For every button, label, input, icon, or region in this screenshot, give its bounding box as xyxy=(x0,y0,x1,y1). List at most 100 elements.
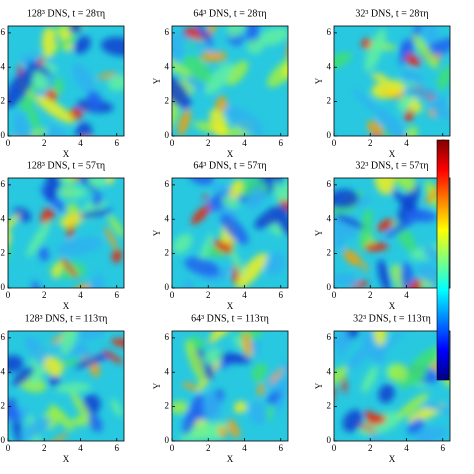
field-blob xyxy=(283,64,288,78)
field-blob xyxy=(356,194,371,208)
field-blob xyxy=(177,33,219,54)
y-axis-label: Y xyxy=(314,382,324,389)
field-blob xyxy=(184,257,221,277)
field-blob xyxy=(245,186,265,211)
x-tick-label: 6 xyxy=(115,443,120,453)
field-blob xyxy=(407,418,425,435)
x-tick-label: 6 xyxy=(279,443,284,453)
field-blob xyxy=(345,331,359,339)
field-blob xyxy=(88,413,103,433)
x-tick-label: 2 xyxy=(42,290,47,300)
field-blob xyxy=(202,194,208,201)
field-blob xyxy=(87,178,108,188)
field-blob xyxy=(210,183,229,194)
x-axis-label: X xyxy=(63,454,70,464)
field-blob xyxy=(57,178,71,183)
field-blob xyxy=(374,178,395,195)
x-tick-label: 4 xyxy=(404,138,409,148)
y-tick-label: 6 xyxy=(165,179,170,189)
field-blobs xyxy=(172,331,288,441)
field-blob xyxy=(224,106,264,136)
field-blob xyxy=(254,201,288,229)
field-blob xyxy=(220,213,249,245)
field-blob xyxy=(229,179,243,200)
field-blob xyxy=(177,109,191,136)
x-axis-label: X xyxy=(227,454,234,464)
field-blob xyxy=(414,400,450,414)
field xyxy=(8,26,124,136)
field-blob xyxy=(397,392,429,419)
field-blob xyxy=(228,137,238,148)
field-blobs xyxy=(8,26,124,136)
field-blob xyxy=(8,355,24,373)
x-tick-label: 4 xyxy=(242,138,247,148)
field-blob xyxy=(377,259,391,288)
y-tick-label: 2 xyxy=(327,401,332,411)
x-axis-label: X xyxy=(389,301,396,311)
field-blob xyxy=(280,199,288,214)
field-blob xyxy=(264,252,286,276)
x-tick-label: 6 xyxy=(279,290,284,300)
x-tick-label: 0 xyxy=(170,138,175,148)
field-blob xyxy=(378,384,395,404)
y-tick-label: 0 xyxy=(165,282,170,292)
y-tick-label: 2 xyxy=(165,401,170,411)
y-tick-label: 0 xyxy=(327,282,332,292)
x-tick-label: 0 xyxy=(332,138,337,148)
field-blob xyxy=(370,331,406,359)
field-blob xyxy=(59,359,80,366)
field-blob xyxy=(342,409,363,433)
field-blob xyxy=(398,371,427,389)
field-blob xyxy=(56,237,103,256)
y-tick-label: 4 xyxy=(165,366,170,376)
y-tick-label: 4 xyxy=(327,366,332,376)
x-tick-label: 2 xyxy=(42,138,47,148)
field xyxy=(8,178,124,288)
field-blob xyxy=(212,239,233,254)
field-blob xyxy=(172,233,193,254)
y-tick-label: 4 xyxy=(165,61,170,71)
y-tick-label: 6 xyxy=(1,332,6,342)
plot-frame xyxy=(171,25,289,137)
y-tick-label: 0 xyxy=(1,130,6,140)
x-tick-label: 4 xyxy=(242,290,247,300)
field-blob xyxy=(394,178,416,192)
x-tick-label: 2 xyxy=(206,443,211,453)
field-blob xyxy=(107,74,124,91)
field-blob xyxy=(312,401,327,425)
panel-title: 64³ DNS, t = 57τη xyxy=(193,160,266,171)
y-tick-label: 6 xyxy=(165,332,170,342)
x-tick-label: 2 xyxy=(368,443,373,453)
field-blob xyxy=(208,331,238,344)
x-tick-label: 0 xyxy=(332,443,337,453)
x-tick-label: 2 xyxy=(368,138,373,148)
field-blob xyxy=(414,426,448,441)
colorbar xyxy=(436,139,450,381)
field-blob xyxy=(59,211,86,228)
field-blob xyxy=(66,202,79,216)
field-blob xyxy=(200,50,227,62)
field-blob xyxy=(405,347,440,380)
panel-title: 32³ DNS, t = 57τη xyxy=(355,160,428,171)
field-blob xyxy=(172,49,191,78)
field-blob xyxy=(71,416,91,427)
field-blob xyxy=(73,35,91,54)
field-blob xyxy=(111,249,122,263)
y-tick-label: 4 xyxy=(1,213,6,223)
y-tick-label: 6 xyxy=(1,27,6,37)
field-blob xyxy=(388,363,408,383)
field-blob xyxy=(343,249,362,267)
field-blob xyxy=(59,331,78,355)
field-blob xyxy=(202,348,223,365)
field-blob xyxy=(172,400,189,414)
field-blob xyxy=(185,178,215,186)
field-blob xyxy=(81,349,94,361)
field-blob xyxy=(248,401,267,425)
x-tick-label: 0 xyxy=(332,290,337,300)
field-blob xyxy=(204,62,234,95)
field-blob xyxy=(110,338,124,348)
x-tick-label: 4 xyxy=(404,290,409,300)
field-blob xyxy=(242,332,252,358)
panel-title: 32³ DNS, t = 28τη xyxy=(355,8,428,19)
